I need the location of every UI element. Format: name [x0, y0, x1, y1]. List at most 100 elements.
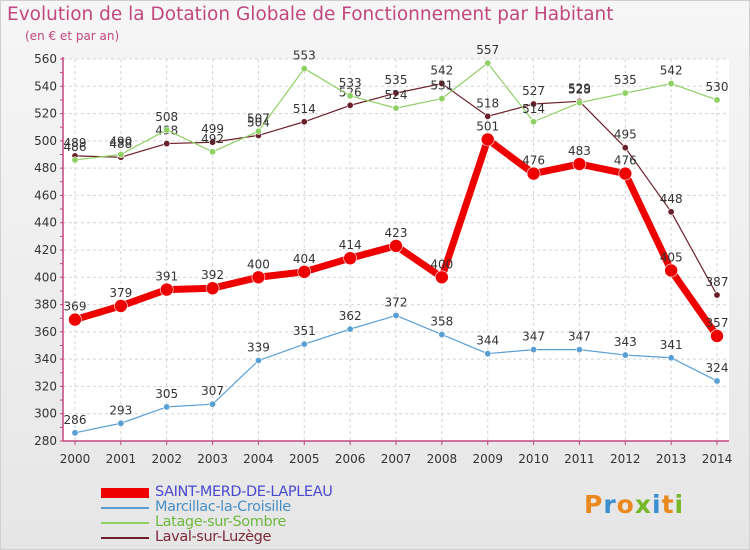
data-point — [254, 357, 262, 365]
data-point — [300, 340, 308, 348]
data-point — [251, 270, 266, 285]
y-tick-label: 380 — [34, 298, 57, 312]
data-label: 488 — [109, 137, 132, 151]
data-point — [667, 354, 675, 362]
data-label: 486 — [64, 140, 87, 154]
x-tick-label: 2001 — [106, 452, 137, 466]
data-point — [205, 281, 220, 296]
data-label: 414 — [339, 238, 362, 252]
data-label: 448 — [660, 192, 683, 206]
legend: SAINT-MERD-DE-LAPLEAU Marcillac-la-Croisi… — [101, 484, 421, 545]
data-label: 423 — [385, 226, 408, 240]
data-label: 362 — [339, 309, 362, 323]
x-tick-label: 2012 — [610, 452, 641, 466]
legend-label: Latage-sur-Sombre — [155, 514, 287, 530]
y-tick-label: 420 — [34, 243, 57, 257]
data-point — [526, 166, 541, 181]
x-tick-label: 2006 — [335, 452, 366, 466]
data-point — [117, 151, 125, 159]
y-tick-label: 340 — [34, 352, 57, 366]
data-point — [163, 140, 171, 148]
data-point — [254, 127, 262, 135]
data-label: 557 — [476, 43, 499, 57]
legend-swatch — [101, 488, 149, 498]
data-point — [114, 299, 128, 313]
legend-swatch — [101, 537, 149, 539]
series-marcillac-la-croisille: 286 293 305 307 339 351 362 372 358 344 347 347 343 3… — [64, 295, 728, 437]
x-tick-label: 2013 — [656, 452, 687, 466]
data-point — [530, 118, 538, 126]
data-point — [667, 80, 675, 88]
y-tick-label: 520 — [34, 107, 57, 121]
data-label: 404 — [293, 252, 316, 266]
x-tick-label: 2000 — [60, 452, 91, 466]
x-tick-label: 2004 — [243, 452, 274, 466]
x-tick-label: 2007 — [381, 452, 412, 466]
data-point — [392, 104, 400, 112]
data-label: 530 — [706, 80, 729, 94]
data-label: 531 — [430, 79, 453, 93]
data-label: 528 — [568, 83, 591, 97]
chart-subtitle: (en € et par an) — [25, 29, 120, 43]
data-label: 369 — [64, 300, 87, 314]
y-tick-label: 560 — [34, 52, 57, 66]
data-label: 490 — [109, 135, 132, 149]
data-label: 524 — [385, 88, 408, 102]
data-point — [300, 65, 308, 73]
x-tick-label: 2003 — [197, 452, 228, 466]
data-label: 400 — [430, 257, 453, 271]
data-label: 483 — [568, 144, 591, 158]
data-label: 535 — [385, 73, 408, 87]
logo-letter: P — [584, 490, 604, 519]
data-point — [484, 112, 492, 120]
legend-item: Marcillac-la-Croisille — [101, 499, 421, 515]
data-point — [438, 331, 446, 339]
data-point — [530, 100, 538, 108]
y-tick-label: 360 — [34, 325, 57, 339]
y-tick-label: 460 — [34, 188, 57, 202]
data-point — [713, 96, 721, 104]
data-point — [480, 132, 495, 147]
y-tick-label: 540 — [34, 79, 57, 93]
data-label: 392 — [201, 268, 224, 282]
data-label: 305 — [155, 387, 178, 401]
data-point — [621, 144, 629, 152]
data-label: 499 — [201, 122, 224, 136]
x-tick-label: 2014 — [702, 452, 733, 466]
data-point — [618, 166, 633, 181]
data-label: 495 — [614, 128, 637, 142]
data-point — [71, 156, 79, 164]
data-point — [621, 89, 629, 97]
data-label: 533 — [339, 76, 362, 90]
data-point — [484, 59, 492, 67]
y-tick-label: 480 — [34, 161, 57, 175]
data-point — [575, 99, 583, 107]
data-label: 307 — [201, 384, 224, 398]
data-label: 343 — [614, 335, 637, 349]
data-point — [572, 157, 587, 171]
data-point — [68, 312, 82, 327]
data-label: 347 — [522, 330, 545, 344]
data-label: 527 — [522, 84, 545, 98]
y-tick-label: 440 — [34, 216, 57, 230]
series-laval-sur-luz-ge: 4894884984995045145265355425185275294954… — [64, 64, 729, 299]
data-label: 553 — [293, 49, 316, 63]
data-label: 387 — [706, 275, 729, 289]
data-label: 504 — [247, 115, 270, 129]
x-tick-label: 2005 — [289, 452, 320, 466]
data-label: 339 — [247, 341, 270, 355]
data-label: 507 — [247, 111, 270, 125]
logo-letter: r — [603, 490, 617, 519]
data-point — [621, 351, 629, 359]
data-label: 492 — [201, 132, 224, 146]
data-point — [346, 101, 354, 109]
data-label: 514 — [522, 102, 545, 116]
data-label: 501 — [476, 119, 499, 133]
legend-swatch — [101, 522, 149, 524]
data-label: 529 — [568, 81, 591, 95]
data-label: 405 — [660, 250, 683, 264]
legend-label: Laval-sur-Luzège — [155, 529, 271, 545]
data-point — [163, 403, 171, 411]
data-point — [297, 265, 312, 279]
data-point — [209, 138, 217, 146]
